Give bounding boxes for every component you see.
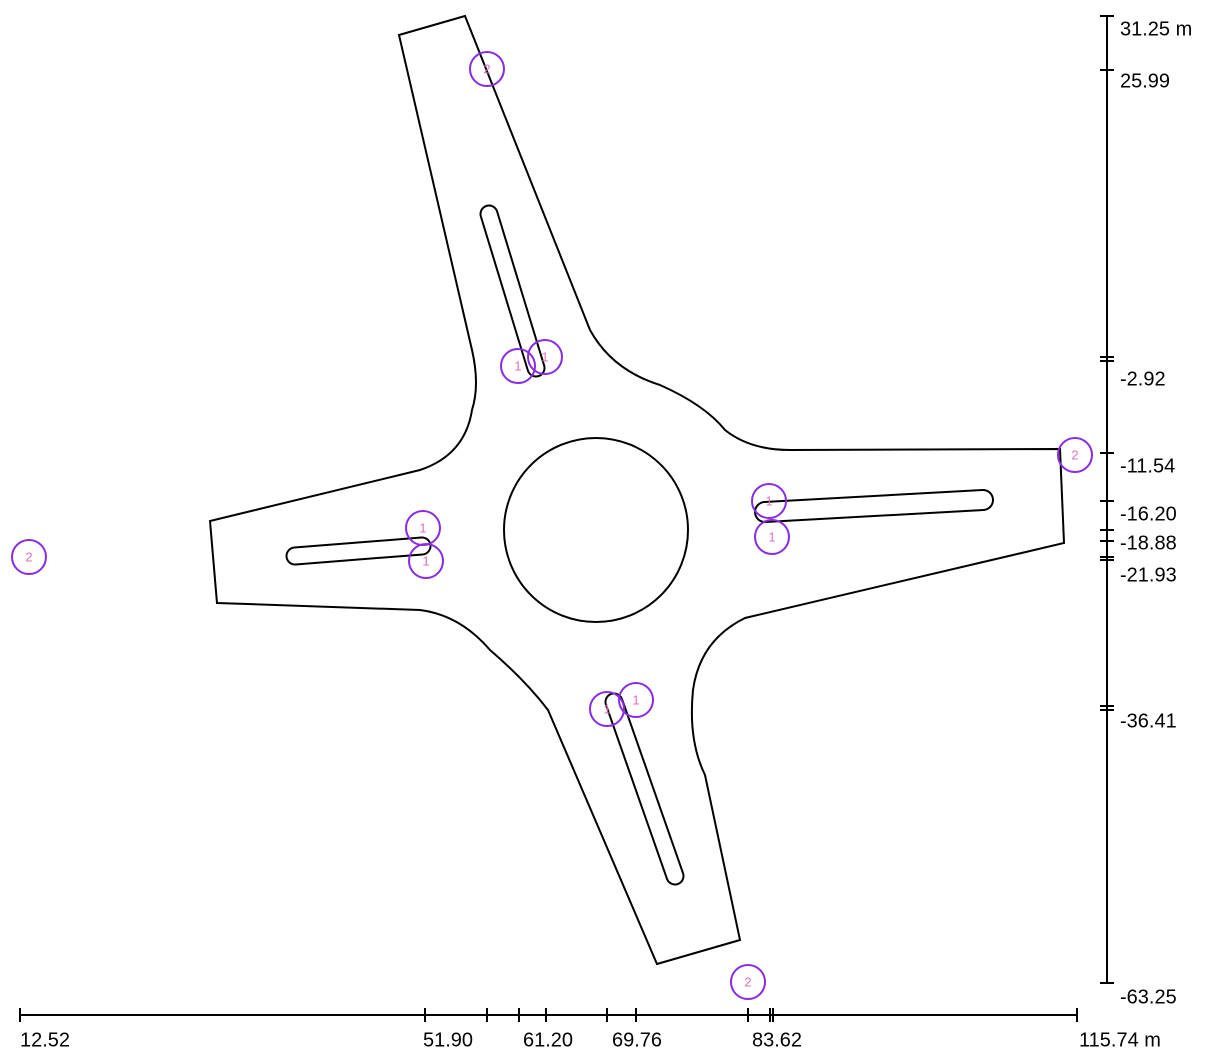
marker-circle xyxy=(618,682,654,718)
y-label: -11.54 xyxy=(1120,455,1175,477)
marker-circle xyxy=(408,543,444,579)
y-label: -36.41 xyxy=(1120,710,1177,732)
marker: 1 xyxy=(589,691,625,727)
marker-label: 1 xyxy=(603,701,610,716)
marker-circle xyxy=(500,348,536,384)
marker: 1 xyxy=(754,519,790,555)
marker-circle xyxy=(754,519,790,555)
y-label: -16.20 xyxy=(1120,503,1177,525)
marker-label: 1 xyxy=(422,553,429,568)
x-label: 115.74 m xyxy=(1079,1029,1161,1051)
marker-label: 1 xyxy=(765,493,772,508)
x-dimension: 12.52 51.90 61.20 69.76 83.62 115.74 m xyxy=(19,1008,1161,1051)
marker-label: 2 xyxy=(1071,447,1078,462)
x-label: 69.76 xyxy=(612,1029,662,1051)
marker-circle xyxy=(11,539,47,575)
marker: 1 xyxy=(618,682,654,718)
y-label: -63.25 xyxy=(1120,986,1177,1008)
y-label: 25.99 xyxy=(1120,70,1170,92)
y-label: 31.25 m xyxy=(1120,18,1192,40)
marker-circle xyxy=(589,691,625,727)
marker: 1 xyxy=(500,348,536,384)
marker: 2 xyxy=(1057,437,1093,473)
slots xyxy=(285,204,994,886)
marker: 1 xyxy=(751,483,787,519)
marker-label: 1 xyxy=(419,520,426,535)
y-label: -21.93 xyxy=(1120,564,1177,586)
marker-circle xyxy=(730,964,766,1000)
x-label: 51.90 xyxy=(423,1029,473,1051)
y-dimension: 31.25 m 25.99 -2.92 -11.54 -16.20 -18.88 -21.9… xyxy=(1100,15,1192,1008)
marker-label: 1 xyxy=(632,692,639,707)
marker-circle xyxy=(527,339,563,375)
marker-label: 2 xyxy=(744,974,751,989)
marker-label: 1 xyxy=(768,529,775,544)
marker: 1 xyxy=(408,543,444,579)
marker-label: 2 xyxy=(25,549,32,564)
marker-label: 2 xyxy=(483,61,490,76)
marker-label: 1 xyxy=(541,349,548,364)
part-outline xyxy=(208,14,1066,966)
center-hole xyxy=(503,437,689,623)
x-label: 61.20 xyxy=(523,1029,573,1051)
y-label: -18.88 xyxy=(1120,532,1177,554)
marker-circle xyxy=(1057,437,1093,473)
x-label: 12.52 xyxy=(20,1029,70,1051)
marker-circle xyxy=(751,483,787,519)
marker: 1 xyxy=(527,339,563,375)
marker: 2 xyxy=(11,539,47,575)
marker-label: 1 xyxy=(514,358,521,373)
x-label: 83.62 xyxy=(752,1029,802,1051)
marker: 2 xyxy=(469,51,505,87)
marker: 2 xyxy=(730,964,766,1000)
y-label: -2.92 xyxy=(1120,368,1166,390)
marker-circle xyxy=(469,51,505,87)
